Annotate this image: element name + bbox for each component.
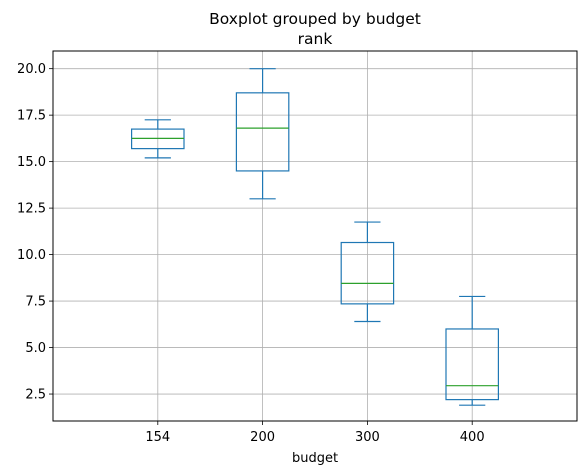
chart-title: Boxplot grouped by budget [209,10,421,28]
y-tick-label: 15.0 [17,155,46,170]
y-tick-label: 7.5 [25,295,46,310]
box-400 [445,295,500,406]
y-tick-label: 20.0 [17,62,46,77]
x-tick-label: 300 [355,430,380,445]
x-tick-label: 154 [145,430,170,445]
plot-frame [52,50,578,422]
box-layer [131,68,500,406]
box-200 [235,68,290,200]
y-tick-label: 12.5 [17,202,46,217]
x-axis-label: budget [292,451,338,466]
tick-layer: 2.5 5.0 7.5 10.0 12.5 15.0 17.5 20.0 154 200 300 40… [17,62,485,445]
grid-layer [53,51,577,421]
box-300 [340,221,395,323]
y-tick-label: 2.5 [25,388,46,403]
iqr-box [445,328,500,401]
iqr-box [235,92,290,172]
x-tick-label: 400 [460,430,485,445]
y-tick-label: 10.0 [17,248,46,263]
chart-subtitle: rank [298,30,333,48]
iqr-box [340,241,395,305]
x-tick-label: 200 [250,430,275,445]
box-154 [131,119,185,159]
y-tick-label: 5.0 [25,341,46,356]
y-tick-label: 17.5 [17,109,46,124]
